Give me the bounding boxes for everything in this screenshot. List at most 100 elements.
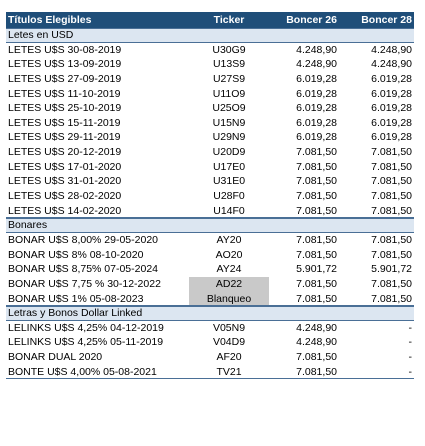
section-header: Bonares bbox=[6, 218, 414, 233]
table-row: BONAR U$S 8,00% 29-05-2020 AY20 7.081,50 7.… bbox=[6, 233, 414, 248]
security-name: LETES U$S 31-01-2020 bbox=[8, 175, 122, 188]
boncer-28-value: 4.248,90 bbox=[371, 58, 412, 71]
boncer-28-value: - bbox=[408, 365, 413, 378]
table-row: LETES U$S 30-08-2019 U30G9 4.248,90 4.248,9… bbox=[6, 43, 414, 58]
boncer-26-value: 4.248,90 bbox=[296, 321, 337, 334]
table-row: LELINKS U$S 4,25% 05-11-2019 V04D9 4.248,9… bbox=[6, 335, 414, 350]
ticker-cell: U27S9 bbox=[212, 72, 246, 85]
ticker-cell: AO20 bbox=[215, 248, 243, 261]
boncer-28-value: 6.019,28 bbox=[371, 87, 412, 100]
ticker-cell: U28F0 bbox=[213, 190, 245, 203]
boncer-26-value: 4.248,90 bbox=[296, 58, 337, 71]
ticker-cell: Blanqueo bbox=[189, 291, 269, 306]
table-row: LETES U$S 25-10-2019 U25O9 6.019,28 6.019,2… bbox=[6, 101, 414, 116]
boncer-28-value: 7.081,50 bbox=[371, 277, 412, 290]
section-rows: BONAR U$S 8,00% 29-05-2020 AY20 7.081,50 7.… bbox=[6, 233, 414, 307]
table-row: LETES U$S 31-01-2020 U31E0 7.081,50 7.081,5… bbox=[6, 174, 414, 189]
ticker-cell: U20D9 bbox=[212, 146, 246, 159]
section-header: Letes en USD bbox=[6, 28, 414, 43]
table-row: LETES U$S 27-09-2019 U27S9 6.019,28 6.019,2… bbox=[6, 72, 414, 87]
boncer-26-value: 7.081,50 bbox=[296, 351, 337, 364]
security-name: LETES U$S 13-09-2019 bbox=[8, 58, 122, 71]
section-header: Letras y Bonos Dollar Linked bbox=[6, 306, 414, 321]
boncer-26-value: 7.081,50 bbox=[296, 190, 337, 203]
security-name: BONAR DUAL 2020 bbox=[8, 351, 103, 364]
boncer-26-value: 6.019,28 bbox=[296, 131, 337, 144]
boncer-28-value: - bbox=[408, 351, 413, 364]
boncer-26-value: 5.901,72 bbox=[296, 263, 337, 276]
table-row: LETES U$S 28-02-2020 U28F0 7.081,50 7.081,5… bbox=[6, 189, 414, 204]
section-rows: LETES U$S 30-08-2019 U30G9 4.248,90 4.248,9… bbox=[6, 43, 414, 219]
boncer-28-value: 7.081,50 bbox=[371, 233, 412, 246]
ticker-cell: U13S9 bbox=[212, 58, 246, 71]
boncer-26-value: 7.081,50 bbox=[296, 160, 337, 173]
ticker-cell: U30G9 bbox=[212, 43, 246, 56]
header-titles: Títulos Elegibles bbox=[8, 14, 92, 26]
security-name: LETES U$S 30-08-2019 bbox=[8, 43, 122, 56]
security-name: LETES U$S 11-10-2019 bbox=[8, 87, 121, 100]
boncer-26-value: 4.248,90 bbox=[296, 43, 337, 56]
security-name: LELINKS U$S 4,25% 04-12-2019 bbox=[8, 321, 164, 334]
boncer-26-value: 7.081,50 bbox=[296, 175, 337, 188]
security-name: LELINKS U$S 4,25% 05-11-2019 bbox=[8, 336, 164, 349]
ticker-cell: U15N9 bbox=[212, 116, 246, 129]
table-body: Letes en USD LETES U$S 30-08-2019 U30G9 4.2… bbox=[6, 28, 414, 380]
boncer-28-value: - bbox=[408, 321, 413, 334]
section-title: Letes en USD bbox=[8, 29, 74, 41]
table-row: LETES U$S 14-02-2020 U14F0 7.081,50 7.081,5… bbox=[6, 204, 414, 219]
boncer-26-value: 7.081,50 bbox=[296, 365, 337, 378]
boncer-28-value: 6.019,28 bbox=[371, 102, 412, 115]
security-name: LETES U$S 15-11-2019 bbox=[8, 116, 121, 129]
boncer-28-value: 6.019,28 bbox=[371, 72, 412, 85]
boncer-28-value: 5.901,72 bbox=[371, 263, 412, 276]
security-name: LETES U$S 25-10-2019 bbox=[8, 102, 122, 115]
boncer-28-value: 7.081,50 bbox=[371, 160, 412, 173]
table-row: BONAR U$S 1% 05-08-2023 Blanqueo 7.081,50 7… bbox=[6, 291, 414, 307]
boncer-28-value: - bbox=[408, 336, 413, 349]
ticker-cell: AY24 bbox=[216, 263, 242, 276]
header-boncer-28: Boncer 28 bbox=[361, 14, 412, 26]
table-row: LETES U$S 13-09-2019 U13S9 4.248,90 4.248,9… bbox=[6, 57, 414, 72]
boncer-26-value: 6.019,28 bbox=[296, 116, 337, 129]
table-row: BONTE U$S 4,00% 05-08-2021 TV21 7.081,50 - bbox=[6, 365, 414, 380]
boncer-28-value: 7.081,50 bbox=[371, 175, 412, 188]
boncer-26-value: 7.081,50 bbox=[296, 233, 337, 246]
boncer-26-value: 6.019,28 bbox=[296, 87, 337, 100]
header-ticker: Ticker bbox=[213, 14, 245, 26]
table-row: LETES U$S 15-11-2019 U15N9 6.019,28 6.019,2… bbox=[6, 116, 414, 131]
security-name: LETES U$S 27-09-2019 bbox=[8, 72, 122, 85]
security-name: LETES U$S 29-11-2019 bbox=[8, 131, 121, 144]
table-row: LETES U$S 17-01-2020 U17E0 7.081,50 7.081,5… bbox=[6, 160, 414, 175]
ticker-cell: U17E0 bbox=[212, 160, 246, 173]
table-header: Títulos Elegibles Ticker Boncer 26 Bonce… bbox=[6, 12, 414, 28]
table-row: LETES U$S 11-10-2019 U11O9 6.019,28 6.019,2… bbox=[6, 87, 414, 102]
ticker-cell: U14F0 bbox=[213, 204, 245, 217]
ticker-cell: TV21 bbox=[216, 365, 242, 378]
boncer-28-value: 7.081,50 bbox=[371, 248, 412, 261]
boncer-26-value: 4.248,90 bbox=[296, 336, 337, 349]
boncer-28-value: 4.248,90 bbox=[371, 43, 412, 56]
boncer-28-value: 7.081,50 bbox=[371, 292, 412, 305]
table-row: LELINKS U$S 4,25% 04-12-2019 V05N9 4.248,9… bbox=[6, 321, 414, 336]
boncer-26-value: 7.081,50 bbox=[296, 248, 337, 261]
security-name: BONAR U$S 7,75 % 30-12-2022 bbox=[8, 277, 161, 290]
security-name: BONTE U$S 4,00% 05-08-2021 bbox=[8, 365, 157, 378]
security-name: LETES U$S 14-02-2020 bbox=[8, 204, 122, 217]
security-name: BONAR U$S 8,75% 07-05-2024 bbox=[8, 263, 158, 276]
header-boncer-26: Boncer 26 bbox=[286, 14, 337, 26]
ticker-cell: AY20 bbox=[216, 233, 242, 246]
ticker-cell: U29N9 bbox=[212, 131, 246, 144]
ticker-cell: AD22 bbox=[189, 276, 269, 292]
ticker-cell: V04D9 bbox=[212, 336, 246, 349]
eligible-securities-table: Títulos Elegibles Ticker Boncer 26 Bonce… bbox=[6, 12, 414, 380]
boncer-26-value: 7.081,50 bbox=[296, 204, 337, 217]
table-row: BONAR U$S 8,75% 07-05-2024 AY24 5.901,72 5.… bbox=[6, 262, 414, 277]
security-name: BONAR U$S 8% 08-10-2020 bbox=[8, 248, 144, 261]
boncer-28-value: 6.019,28 bbox=[371, 131, 412, 144]
boncer-26-value: 6.019,28 bbox=[296, 72, 337, 85]
ticker-cell: U31E0 bbox=[212, 175, 246, 188]
section-rows: LELINKS U$S 4,25% 04-12-2019 V05N9 4.248,9… bbox=[6, 321, 414, 380]
table-row: LETES U$S 20-12-2019 U20D9 7.081,50 7.081,5… bbox=[6, 145, 414, 160]
ticker-cell: U25O9 bbox=[212, 102, 246, 115]
security-name: BONAR U$S 1% 05-08-2023 bbox=[8, 292, 144, 305]
